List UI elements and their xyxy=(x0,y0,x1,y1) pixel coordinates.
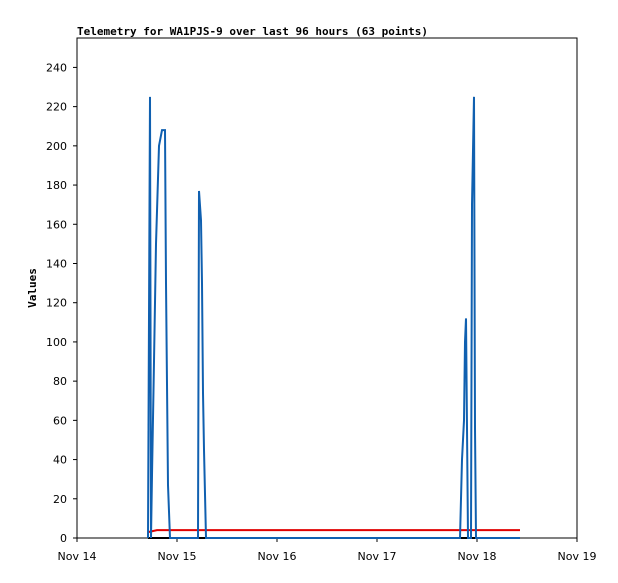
y-tick-label: 40 xyxy=(53,454,67,467)
y-tick-label: 200 xyxy=(46,140,67,153)
y-tick-label: 240 xyxy=(46,61,67,74)
chart-title: Telemetry for WA1PJS-9 over last 96 hour… xyxy=(77,25,428,38)
x-tick-label: Nov 17 xyxy=(358,550,397,563)
data-line xyxy=(147,96,520,539)
x-tick-label: Nov 15 xyxy=(158,550,197,563)
y-tick-label: 100 xyxy=(46,336,67,349)
y-tick-label: 20 xyxy=(53,493,67,506)
y-tick-label: 60 xyxy=(53,414,67,427)
x-tick-label: Nov 18 xyxy=(458,550,497,563)
y-tick-label: 160 xyxy=(46,218,67,231)
y-tick-label: 120 xyxy=(46,297,67,310)
x-tick-label: Nov 19 xyxy=(558,550,597,563)
y-tick-label: 140 xyxy=(46,257,67,270)
x-tick-label: Nov 16 xyxy=(258,550,297,563)
y-tick-label: 80 xyxy=(53,375,67,388)
y-tick-label: 220 xyxy=(46,101,67,114)
y-tick-label: 0 xyxy=(60,532,67,545)
y-tick-label: 180 xyxy=(46,179,67,192)
x-tick-label: Nov 14 xyxy=(58,550,97,563)
y-axis-label: Values xyxy=(26,268,39,308)
